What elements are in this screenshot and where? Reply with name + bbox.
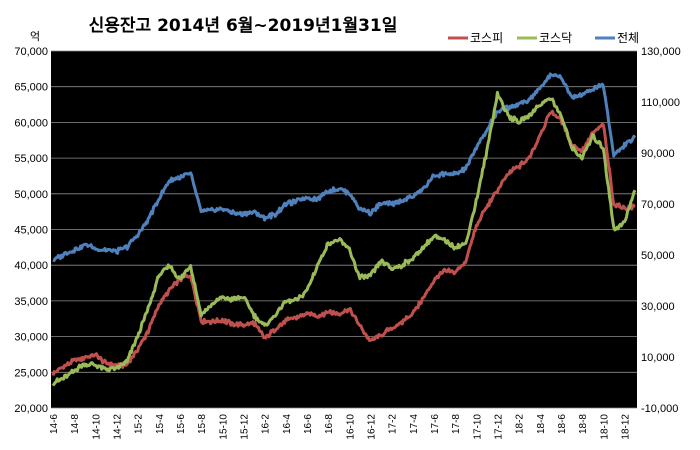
left-axis-tick-label: 50,000 (14, 189, 48, 201)
x-axis-tick-label: 16-8 (324, 414, 335, 434)
x-axis-tick-label: 18-10 (599, 414, 610, 440)
legend-label-1: 코스피 (470, 31, 503, 45)
x-axis-tick-label: 15-2 (134, 414, 145, 434)
right-axis-tick-label: 90,000 (641, 148, 675, 160)
x-axis-tick-label: 15-8 (197, 414, 208, 434)
x-axis-tick-label: 18-8 (578, 414, 589, 434)
series-line-1 (51, 109, 636, 376)
x-axis-tick-label: 16-2 (261, 414, 272, 434)
x-axis-tick-label: 18-4 (536, 414, 547, 434)
x-axis-tick-label: 17-12 (493, 414, 504, 440)
x-axis-tick-label: 17-4 (409, 414, 420, 434)
left-axis-tick-label: 25,000 (14, 367, 48, 379)
x-axis-tick-label: 15-6 (176, 414, 187, 434)
left-axis-tick-label: 30,000 (14, 332, 48, 344)
right-axis-tick-label: 70,000 (641, 199, 675, 211)
x-axis-tick-label: 15-10 (218, 414, 229, 440)
x-axis-tick-label: 16-6 (303, 414, 314, 434)
legend: 코스피 코스닥 전체 (448, 31, 639, 45)
x-axis-tick-label: 16-4 (282, 414, 293, 434)
left-axis-unit-label: 억 (30, 30, 40, 43)
series-line-3 (52, 72, 637, 262)
left-axis-tick-label: 70,000 (14, 46, 48, 58)
x-axis-tick-label: 14-8 (70, 414, 81, 434)
chart-title: 신용잔고 2014년 6월~2019년1월31일 (89, 16, 398, 36)
right-axis-tick-label: 30,000 (641, 301, 675, 313)
right-axis-tick-label: 10,000 (641, 352, 675, 364)
x-axis-tick-label: 18-6 (557, 414, 568, 434)
left-axis-tick-label: 45,000 (14, 225, 48, 237)
x-axis-tick-label: 14-10 (91, 414, 102, 440)
left-axis-tick-label: 20,000 (14, 403, 48, 415)
left-axis-tick-label: 60,000 (14, 117, 48, 129)
x-axis-tick-label: 17-8 (451, 414, 462, 434)
right-axis-tick-label: 130,000 (641, 46, 681, 58)
left-axis-tick-label: 65,000 (14, 82, 48, 94)
right-axis-ticks: -10,000 10,000 30,000 50,000 70,000 90,000 110… (641, 46, 681, 415)
legend-label-2: 코스닥 (539, 31, 572, 45)
right-axis-tick-label: -10,000 (641, 403, 678, 415)
x-axis-tick-label: 17-6 (430, 414, 441, 434)
right-axis-tick-label: 50,000 (641, 250, 675, 262)
plot-area (51, 50, 637, 409)
x-axis-tick-label: 16-10 (345, 414, 356, 440)
x-axis-tick-label: 17-2 (388, 414, 399, 434)
right-axis-tick-label: 110,000 (641, 97, 680, 109)
x-axis-ticks: 14-6 14-8 14-10 14-12 15-2 15-4 15-6 15-8 15-10 1… (49, 414, 631, 440)
x-axis-tick-label: 16-12 (366, 414, 377, 440)
left-axis-tick-label: 55,000 (14, 153, 48, 165)
left-axis-tick-label: 40,000 (14, 260, 48, 272)
left-axis-tick-label: 35,000 (14, 296, 48, 308)
x-axis-tick-label: 15-4 (155, 414, 166, 434)
left-axis-ticks: 20,000 25,000 30,000 35,000 40,000 45,000 50,0… (14, 46, 48, 415)
x-axis-tick-label: 18-12 (620, 414, 631, 440)
series-line-2 (51, 90, 637, 387)
x-axis-tick-label: 18-2 (515, 414, 526, 434)
x-axis-tick-label: 14-12 (112, 414, 123, 440)
x-axis-tick-label: 15-12 (239, 414, 250, 440)
legend-label-3: 전체 (617, 31, 639, 45)
x-axis-tick-label: 17-10 (472, 414, 483, 440)
x-axis-tick-label: 14-6 (49, 414, 60, 434)
